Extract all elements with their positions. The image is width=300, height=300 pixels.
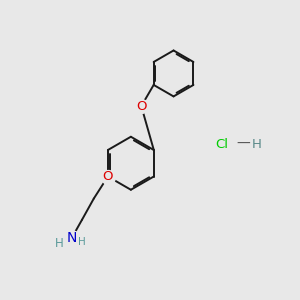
Text: H: H: [252, 138, 262, 151]
Text: H: H: [55, 237, 64, 250]
Text: Cl: Cl: [216, 138, 229, 151]
Text: —: —: [236, 137, 250, 151]
Text: O: O: [103, 170, 113, 183]
Text: O: O: [136, 100, 146, 112]
Text: H: H: [78, 237, 86, 247]
Text: N: N: [67, 231, 77, 245]
